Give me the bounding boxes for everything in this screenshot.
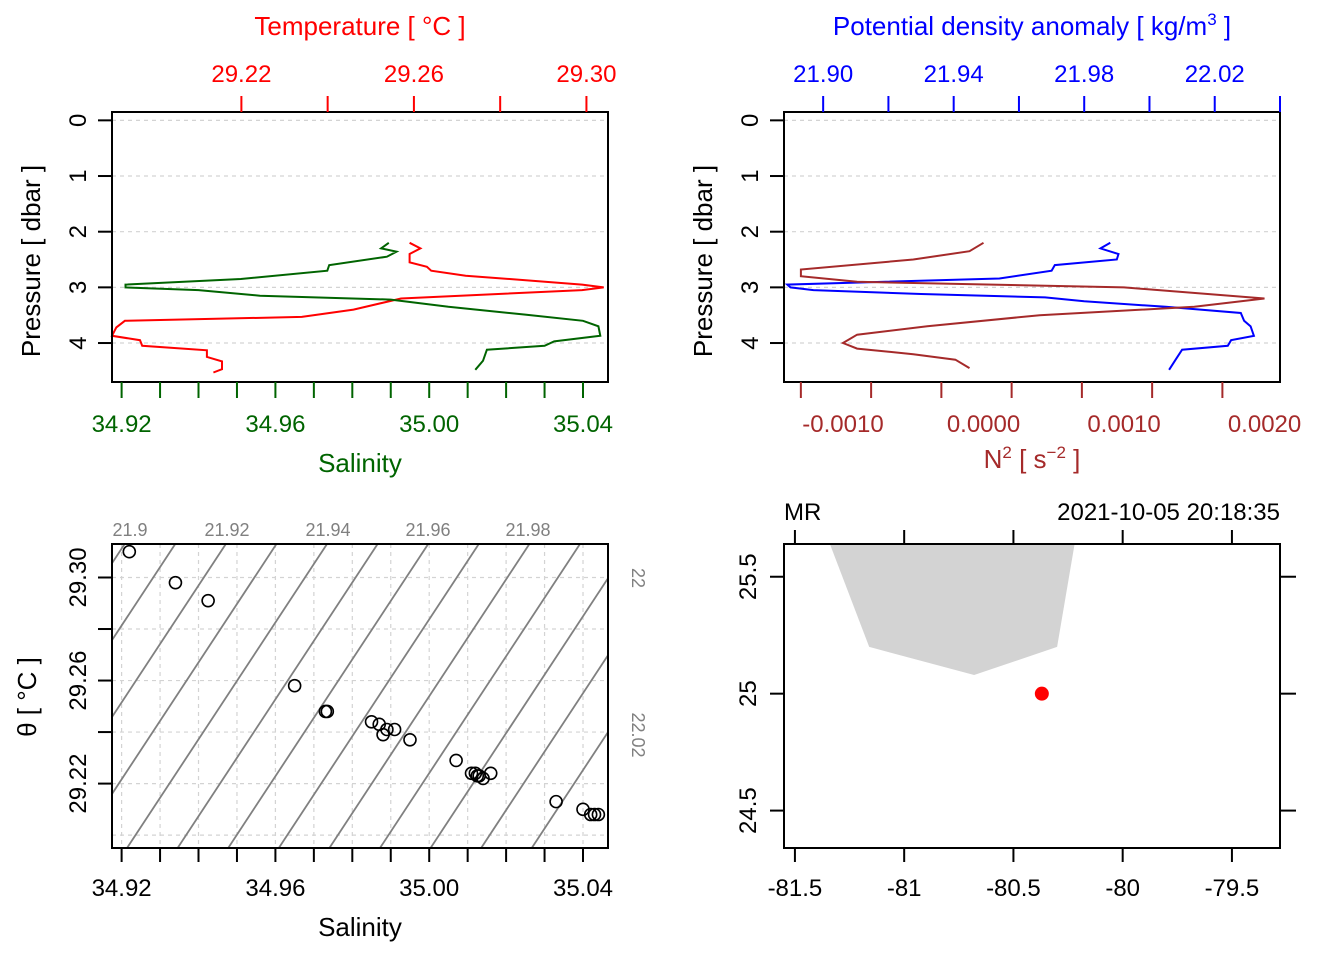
y-axis-label: Pressure [ dbar ] bbox=[688, 165, 718, 357]
isopycnal-label: 21.92 bbox=[204, 520, 249, 540]
y-tick-label: 29.22 bbox=[65, 754, 92, 814]
isopycnal-line bbox=[531, 730, 608, 848]
data-point bbox=[380, 722, 394, 737]
series-line-n2 bbox=[799, 241, 1265, 369]
bottom-tick-label: 34.92 bbox=[92, 411, 152, 438]
y-tick-label: 29.26 bbox=[65, 651, 92, 711]
bottom-tick-label: 0.0000 bbox=[947, 411, 1020, 438]
x-tick-label: -81.5 bbox=[768, 875, 823, 902]
station-time: 2021-10-05 20:18:35 bbox=[1057, 499, 1280, 526]
x-tick-label: -81 bbox=[887, 875, 922, 902]
bottom-tick-label: 35.00 bbox=[399, 411, 459, 438]
data-point bbox=[591, 807, 606, 822]
isopycnal-line bbox=[480, 653, 608, 848]
x-tick-label: -80 bbox=[1105, 875, 1140, 902]
x-tick-label: 34.96 bbox=[245, 875, 305, 902]
isopycnal-label: 21.9 bbox=[112, 520, 147, 540]
y-axis-label: θ [ °C ] bbox=[12, 657, 42, 737]
data-point bbox=[387, 722, 402, 737]
isopycnal-label: 21.96 bbox=[405, 520, 450, 540]
y-tick-label: 0 bbox=[737, 114, 764, 127]
y-tick-label: 3 bbox=[737, 281, 764, 294]
top-tick-label: 21.90 bbox=[793, 61, 853, 88]
y-tick-label: 1 bbox=[737, 169, 764, 182]
isopycnal-line bbox=[278, 544, 480, 848]
top-axis-label: Temperature [ °C ] bbox=[254, 11, 465, 41]
top-tick-label: 29.22 bbox=[211, 61, 271, 88]
plot-frame bbox=[783, 543, 1281, 849]
isopycnal-line bbox=[112, 544, 176, 642]
data-point bbox=[403, 732, 417, 747]
isopycnal-line bbox=[112, 544, 227, 719]
top-tick-label: 21.98 bbox=[1054, 61, 1114, 88]
series-line-potential-density-anomaly bbox=[784, 241, 1256, 371]
isopycnal-line bbox=[176, 544, 379, 848]
bottom-tick-label: 0.0020 bbox=[1228, 411, 1301, 438]
y-tick-label: 3 bbox=[65, 281, 92, 294]
top-axis-label: Potential density anomaly [ kg/m3 ] bbox=[833, 10, 1231, 41]
top-tick-label: 21.94 bbox=[924, 61, 984, 88]
bottom-tick-label: 35.04 bbox=[553, 411, 613, 438]
data-point bbox=[583, 807, 598, 822]
y-tick-label: 25 bbox=[735, 680, 762, 707]
isopycnal-label: 21.98 bbox=[505, 520, 550, 540]
isopycnal-label: 22 bbox=[628, 568, 648, 588]
bottom-axis-label: N2 [ s−2 ] bbox=[984, 443, 1081, 474]
y-tick-label: 2 bbox=[65, 225, 92, 238]
isopycnal-line bbox=[379, 544, 581, 848]
y-tick-label: 24.5 bbox=[735, 787, 762, 834]
data-point bbox=[483, 766, 498, 781]
isopycnal-group bbox=[112, 544, 608, 848]
data-point bbox=[449, 753, 463, 768]
y-tick-label: 25.5 bbox=[735, 553, 762, 600]
top-tick-label: 29.30 bbox=[556, 61, 616, 88]
series-line-temperature bbox=[110, 241, 604, 374]
data-point bbox=[168, 575, 183, 590]
y-tick-label: 4 bbox=[65, 336, 92, 349]
x-tick-label: -79.5 bbox=[1205, 875, 1260, 902]
x-tick-label: 35.00 bbox=[399, 875, 459, 902]
bottom-axis-label: Salinity bbox=[318, 448, 402, 478]
plot-frame bbox=[111, 111, 609, 383]
y-tick-label: 0 bbox=[65, 114, 92, 127]
series-line-salinity bbox=[124, 241, 602, 371]
bottom-tick-label: 0.0010 bbox=[1087, 411, 1160, 438]
isopycnal-line bbox=[429, 576, 608, 848]
plot-frame bbox=[783, 111, 1281, 383]
top-tick-label: 29.26 bbox=[384, 61, 444, 88]
isopycnal-label: 22.02 bbox=[628, 712, 648, 757]
y-tick-label: 2 bbox=[737, 225, 764, 238]
data-point bbox=[364, 714, 379, 729]
bottom-tick-label: 34.96 bbox=[245, 411, 305, 438]
y-axis-label: Pressure [ dbar ] bbox=[16, 165, 46, 357]
land-polygon bbox=[829, 544, 1075, 675]
data-point bbox=[201, 593, 215, 608]
y-tick-label: 29.30 bbox=[65, 547, 92, 607]
top-tick-label: 22.02 bbox=[1185, 61, 1245, 88]
data-point bbox=[320, 704, 335, 719]
x-axis-label: Salinity bbox=[318, 912, 402, 942]
station-marker bbox=[1034, 686, 1049, 701]
isopycnal-line bbox=[227, 544, 429, 848]
y-tick-label: 1 bbox=[65, 169, 92, 182]
plot-frame bbox=[111, 543, 609, 849]
isopycnal-line bbox=[328, 544, 531, 848]
isopycnal-line bbox=[126, 544, 328, 848]
x-tick-label: -80.5 bbox=[986, 875, 1041, 902]
x-tick-label: 35.04 bbox=[553, 875, 613, 902]
data-point bbox=[549, 794, 563, 809]
x-tick-label: 34.92 bbox=[92, 875, 152, 902]
data-point bbox=[122, 544, 137, 559]
data-point bbox=[287, 678, 302, 693]
station-label: MR bbox=[784, 499, 821, 526]
bottom-tick-label: -0.0010 bbox=[802, 411, 883, 438]
y-tick-label: 4 bbox=[737, 336, 764, 349]
isopycnal-line bbox=[112, 544, 278, 796]
data-point bbox=[587, 807, 602, 822]
isopycnal-label: 21.94 bbox=[305, 520, 350, 540]
